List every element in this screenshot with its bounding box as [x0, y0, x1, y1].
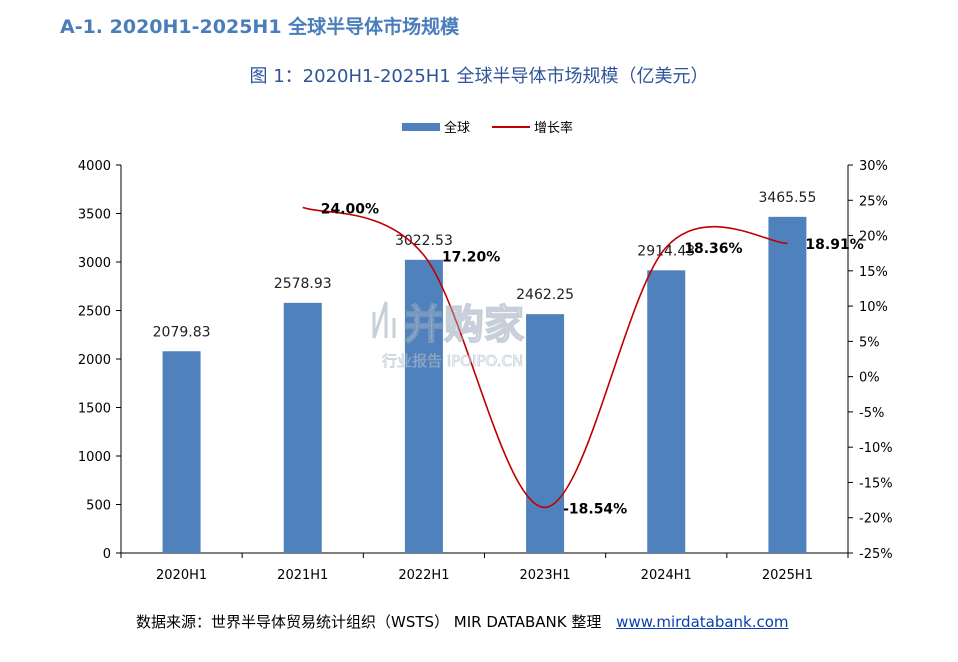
bar-value-label: 2462.25: [516, 287, 574, 303]
growth-rate-label: -18.54%: [563, 501, 627, 517]
x-tick-label: 2020H1: [156, 568, 207, 583]
y-left-tick-label: 1500: [78, 402, 111, 417]
growth-rate-label: 18.91%: [805, 237, 863, 253]
bar: [162, 351, 201, 553]
x-tick-label: 2025H1: [762, 568, 813, 583]
bar: [283, 302, 322, 553]
y-left-tick-label: 1000: [78, 450, 111, 465]
x-tick-label: 2021H1: [277, 568, 328, 583]
legend-label-bar: 全球: [444, 120, 470, 136]
y-right-tick-label: -5%: [859, 406, 884, 421]
growth-rate-label: 18.36%: [684, 241, 742, 257]
growth-rate-line: [302, 206, 788, 509]
bar: [768, 216, 807, 553]
y-left-tick-label: 3500: [78, 208, 111, 223]
y-left-tick-label: 4000: [78, 159, 111, 174]
bar: [404, 259, 443, 553]
y-right-tick-label: 10%: [859, 300, 888, 315]
y-left-tick-label: 3000: [78, 256, 111, 271]
growth-rate-label: 24.00%: [321, 201, 379, 217]
y-right-tick-label: -10%: [859, 441, 893, 456]
x-tick-label: 2023H1: [520, 568, 571, 583]
y-right-tick-label: -25%: [859, 547, 893, 562]
growth-rate-label: 17.20%: [442, 249, 500, 265]
source-text: 数据来源：世界半导体贸易统计组织（WSTS） MIR DATABANK 整理: [136, 613, 602, 631]
bar-value-label: 2914.43: [637, 243, 695, 259]
bar-value-label: 3022.53: [395, 233, 453, 249]
x-tick-label: 2024H1: [641, 568, 692, 583]
y-left-tick-label: 0: [103, 547, 111, 562]
y-right-tick-label: 20%: [859, 230, 888, 245]
bar: [647, 270, 686, 553]
y-right-tick-label: 5%: [859, 335, 880, 350]
x-tick-label: 2022H1: [398, 568, 449, 583]
y-right-tick-label: 30%: [859, 159, 888, 174]
source-note: 数据来源：世界半导体贸易统计组织（WSTS） MIR DATABANK 整理 w…: [136, 611, 789, 632]
source-link[interactable]: www.mirdatabank.com: [616, 613, 789, 631]
bar-value-label: 2578.93: [274, 276, 332, 292]
section-title: A-1. 2020H1-2025H1 全球半导体市场规模: [60, 16, 460, 38]
bar: [526, 314, 565, 553]
legend-label-line: 增长率: [534, 120, 573, 136]
y-left-tick-label: 2000: [78, 353, 111, 368]
y-right-tick-label: 0%: [859, 371, 880, 386]
y-left-tick-label: 2500: [78, 305, 111, 320]
bar-value-label: 3465.55: [758, 190, 816, 206]
y-right-tick-label: -20%: [859, 512, 893, 527]
bar-value-label: 2079.83: [153, 324, 211, 340]
y-right-tick-label: -15%: [859, 476, 893, 491]
y-left-tick-label: 500: [86, 499, 111, 514]
chart-title: 图 1：2020H1-2025H1 全球半导体市场规模（亿美元）: [249, 66, 709, 87]
y-right-tick-label: 15%: [859, 265, 888, 280]
y-right-tick-label: 25%: [859, 194, 888, 209]
legend-swatch-bar: [402, 123, 440, 131]
